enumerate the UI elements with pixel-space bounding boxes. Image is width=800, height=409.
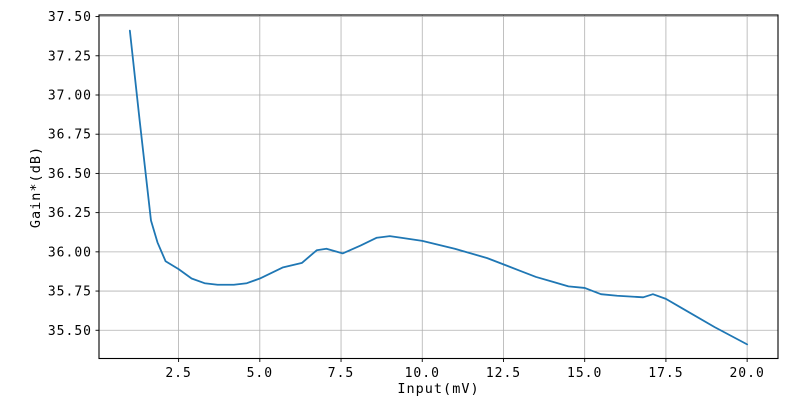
y-tick-label: 36.50 [48, 167, 92, 182]
plot-area [99, 15, 778, 359]
y-tick-label: 36.25 [48, 206, 92, 221]
y-axis-label: Gain*(dB) [28, 145, 44, 229]
x-tick-label: 20.0 [729, 366, 764, 381]
x-tick-label: 17.5 [648, 366, 683, 381]
data-series-line [128, 29, 749, 346]
x-tick-label: 15.0 [567, 366, 602, 381]
y-tick-label: 35.75 [48, 285, 92, 300]
y-tick-label: 36.00 [48, 245, 92, 260]
y-tick-label: 37.25 [48, 49, 92, 64]
x-tick-label: 7.5 [328, 366, 354, 381]
y-tick-label: 36.75 [48, 128, 92, 143]
y-tick-label: 35.50 [48, 324, 92, 339]
x-tick-label: 5.0 [247, 366, 273, 381]
x-axis-label: Input(mV) [397, 381, 480, 397]
axes-spines [98, 14, 779, 360]
x-tick-label: 2.5 [165, 366, 191, 381]
y-tick-label: 37.50 [48, 10, 92, 25]
x-tick-label: 10.0 [405, 366, 440, 381]
y-tick-label: 37.00 [48, 88, 92, 103]
x-tick-label: 12.5 [486, 366, 521, 381]
